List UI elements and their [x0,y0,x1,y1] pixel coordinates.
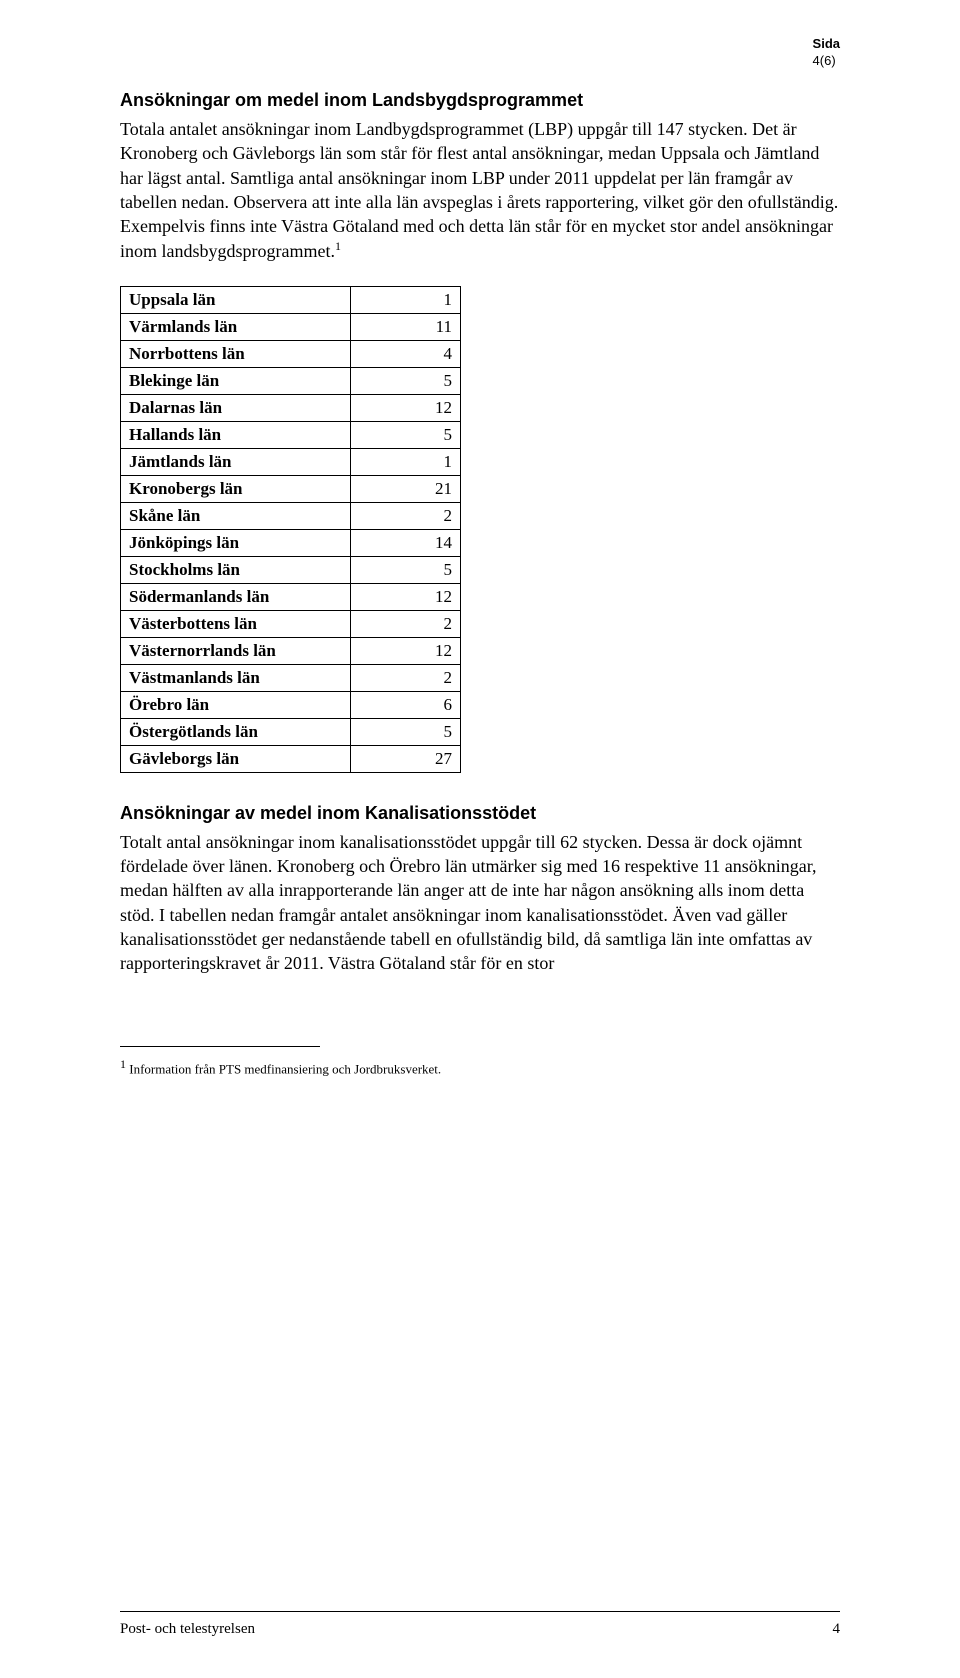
footer-right: 4 [833,1621,841,1638]
footer-left: Post- och telestyrelsen [120,1621,255,1638]
county-value: 12 [351,394,461,421]
table-row: Dalarnas län12 [121,394,461,421]
county-name: Södermanlands län [121,583,351,610]
section1-paragraph: Totala antalet ansökningar inom Landbygd… [120,119,838,261]
table-row: Örebro län6 [121,691,461,718]
table-row: Jämtlands län1 [121,448,461,475]
county-value: 5 [351,367,461,394]
county-name: Jönköpings län [121,529,351,556]
table-row: Gävleborgs län27 [121,745,461,772]
county-name: Värmlands län [121,313,351,340]
county-table: Uppsala län1Värmlands län11Norrbottens l… [120,286,461,773]
county-value: 5 [351,718,461,745]
table-row: Värmlands län11 [121,313,461,340]
county-value: 2 [351,610,461,637]
table-row: Jönköpings län14 [121,529,461,556]
table-row: Östergötlands län5 [121,718,461,745]
sida-label: Sida [813,36,840,53]
page-content: Ansökningar om medel inom Landsbygdsprog… [0,0,960,1077]
county-name: Uppsala län [121,286,351,313]
county-value: 6 [351,691,461,718]
county-name: Hallands län [121,421,351,448]
county-value: 4 [351,340,461,367]
page-indicator-block: Sida 4(6) [813,36,840,70]
county-name: Skåne län [121,502,351,529]
county-value: 5 [351,421,461,448]
county-value: 11 [351,313,461,340]
table-row: Västerbottens län2 [121,610,461,637]
county-value: 1 [351,286,461,313]
footnote-ref-1: 1 [335,239,341,253]
county-value: 2 [351,664,461,691]
section2-body: Totalt antal ansökningar inom kanalisati… [120,830,840,976]
county-value: 12 [351,637,461,664]
footnote-1: 1 Information från PTS medfinansiering o… [120,1057,840,1077]
table-row: Hallands län5 [121,421,461,448]
page-footer: Post- och telestyrelsen 4 [120,1621,840,1638]
table-row: Västmanlands län2 [121,664,461,691]
table-row: Skåne län2 [121,502,461,529]
county-name: Norrbottens län [121,340,351,367]
county-name: Västmanlands län [121,664,351,691]
county-name: Västerbottens län [121,610,351,637]
page-indicator: 4(6) [813,53,840,70]
footer-separator [120,1611,840,1612]
table-row: Norrbottens län4 [121,340,461,367]
table-row: Kronobergs län21 [121,475,461,502]
table-row: Uppsala län1 [121,286,461,313]
section1-body: Totala antalet ansökningar inom Landbygd… [120,117,840,264]
county-value: 27 [351,745,461,772]
section2-heading: Ansökningar av medel inom Kanalisationss… [120,803,840,824]
county-value: 14 [351,529,461,556]
county-table-body: Uppsala län1Värmlands län11Norrbottens l… [121,286,461,772]
county-name: Stockholms län [121,556,351,583]
county-value: 12 [351,583,461,610]
county-name: Örebro län [121,691,351,718]
section2-paragraph: Totalt antal ansökningar inom kanalisati… [120,830,840,976]
county-name: Jämtlands län [121,448,351,475]
county-value: 2 [351,502,461,529]
footnote-separator [120,1046,320,1047]
county-name: Västernorrlands län [121,637,351,664]
table-row: Västernorrlands län12 [121,637,461,664]
county-name: Gävleborgs län [121,745,351,772]
county-value: 21 [351,475,461,502]
county-name: Östergötlands län [121,718,351,745]
county-name: Blekinge län [121,367,351,394]
county-value: 5 [351,556,461,583]
county-name: Dalarnas län [121,394,351,421]
table-row: Södermanlands län12 [121,583,461,610]
section1-heading: Ansökningar om medel inom Landsbygdsprog… [120,90,840,111]
footnote-text: Information från PTS medfinansiering och… [126,1061,441,1076]
county-value: 1 [351,448,461,475]
table-row: Stockholms län5 [121,556,461,583]
county-name: Kronobergs län [121,475,351,502]
table-row: Blekinge län5 [121,367,461,394]
